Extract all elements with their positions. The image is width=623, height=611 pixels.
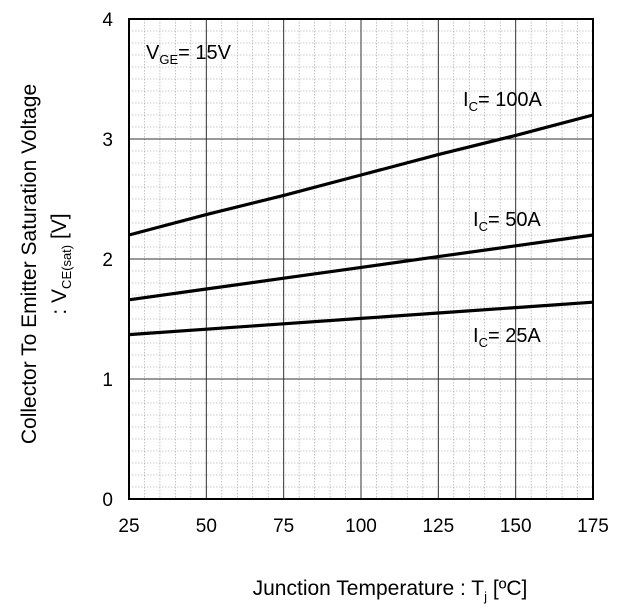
y-tick-label: 4 (102, 10, 113, 31)
y-tick-label: 3 (102, 130, 113, 151)
x-tick-labels: 25 50 75 100 125 150 175 (118, 516, 608, 537)
y-tick-label: 1 (102, 370, 113, 391)
y-tick-labels: 0 1 2 3 4 (102, 10, 113, 511)
x-tick-label: 175 (577, 516, 609, 537)
x-tick-label: 50 (196, 516, 217, 537)
x-tick-label: 25 (118, 516, 139, 537)
y-tick-label: 2 (102, 250, 113, 271)
y-axis-title-line2: : VCE(sat) [V] (48, 213, 74, 314)
series-lines (128, 113, 594, 337)
condition-label: VGE= 15V (146, 42, 232, 67)
y-tick-label: 0 (102, 490, 113, 511)
series-line-1 (128, 233, 594, 302)
major-grid (129, 19, 593, 499)
y-axis-title-line1: Collector To Emitter Saturation Voltage (18, 84, 41, 444)
plot-frame (128, 18, 594, 500)
x-tick-label: 75 (273, 516, 294, 537)
series-line-2 (128, 300, 594, 337)
x-tick-label: 125 (422, 516, 454, 537)
curve-label-50a: IC= 50A (473, 209, 541, 234)
series-line-0 (128, 113, 594, 237)
x-tick-label: 150 (500, 516, 532, 537)
x-tick-label: 100 (345, 516, 377, 537)
curve-label-100a: IC= 100A (463, 89, 543, 114)
x-axis-title: Junction Temperature : Tj [ºC] (253, 577, 528, 604)
curve-label-25a: IC= 25A (473, 325, 541, 350)
